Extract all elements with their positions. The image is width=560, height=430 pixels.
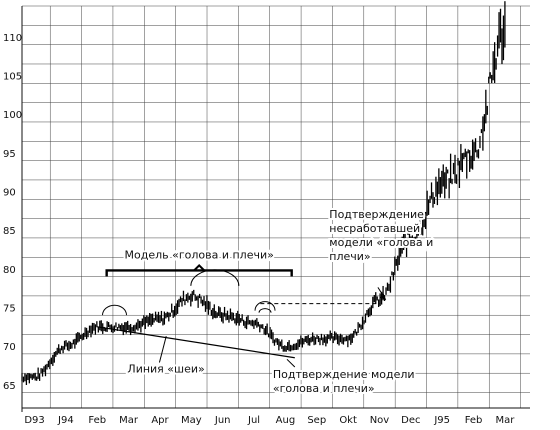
pattern-label: Модель «голова и плечи»	[125, 248, 274, 261]
x-tick-label: Jun	[214, 415, 231, 426]
x-tick-label: Sep	[307, 415, 326, 426]
x-tick-label: J95	[433, 415, 450, 426]
y-tick-label: 105	[3, 72, 22, 83]
failed-confirmation-label-line: несработавшей	[329, 222, 420, 235]
x-tick-label: Mar	[119, 415, 139, 426]
head-arc	[190, 269, 240, 286]
neckline-label: Линия «шеи»	[127, 362, 204, 375]
y-tick-label: 90	[3, 188, 16, 199]
y-tick-label: 80	[3, 265, 16, 276]
neckline-pointer	[158, 335, 167, 363]
y-tick-label: 85	[3, 226, 16, 237]
price-bars	[21, 1, 506, 386]
pattern-bracket-tip	[193, 263, 205, 272]
left-shoulder-arc	[102, 304, 128, 316]
y-tick-label: 75	[3, 304, 16, 315]
annotation-layer: Модель «голова и плечи» Линия «шеи» Подтве…	[97, 206, 435, 397]
x-tick-label: Jul	[247, 415, 260, 426]
confirmation-label-line: Подтверждение модели	[273, 368, 415, 381]
pattern-bracket	[105, 269, 293, 277]
y-tick-label: 100	[3, 110, 22, 121]
x-tick-label: Feb	[88, 415, 106, 426]
y-tick-label: 70	[3, 342, 16, 353]
x-tick-label: Nov	[370, 415, 390, 426]
x-tick-label: May	[181, 415, 202, 426]
confirmation-pointer	[286, 358, 296, 368]
axes: 65 70 75 80 85 90 95 100 105 110 D93 J94 Feb Mar Apr Ma…	[3, 6, 530, 426]
right-shoulder-arc	[254, 301, 276, 311]
confirmation-label-line: «голова и плечи»	[273, 382, 375, 395]
grid	[22, 5, 530, 408]
x-tick-label: Okt	[339, 415, 357, 426]
x-tick-label: Dec	[401, 415, 420, 426]
x-tick-label: Aug	[276, 415, 296, 426]
y-tick-label: 95	[3, 149, 16, 160]
failed-confirmation-label-line: плечи»	[329, 250, 370, 263]
y-tick-label: 65	[3, 381, 16, 392]
x-tick-label: Mar	[495, 415, 515, 426]
failed-confirmation-arrowhead	[379, 293, 386, 300]
x-tick-label: Feb	[465, 415, 483, 426]
neckline	[97, 326, 295, 359]
right-shoulder-arc-inner	[258, 308, 272, 313]
x-tick-label: Apr	[151, 415, 169, 426]
failed-confirmation-label-line: Подтверждение	[329, 208, 424, 221]
failed-confirmation-label-line: модели «голова и	[329, 236, 433, 249]
x-tick-label: D93	[24, 415, 44, 426]
y-tick-label: 110	[3, 33, 22, 44]
x-tick-label: J94	[57, 415, 74, 426]
